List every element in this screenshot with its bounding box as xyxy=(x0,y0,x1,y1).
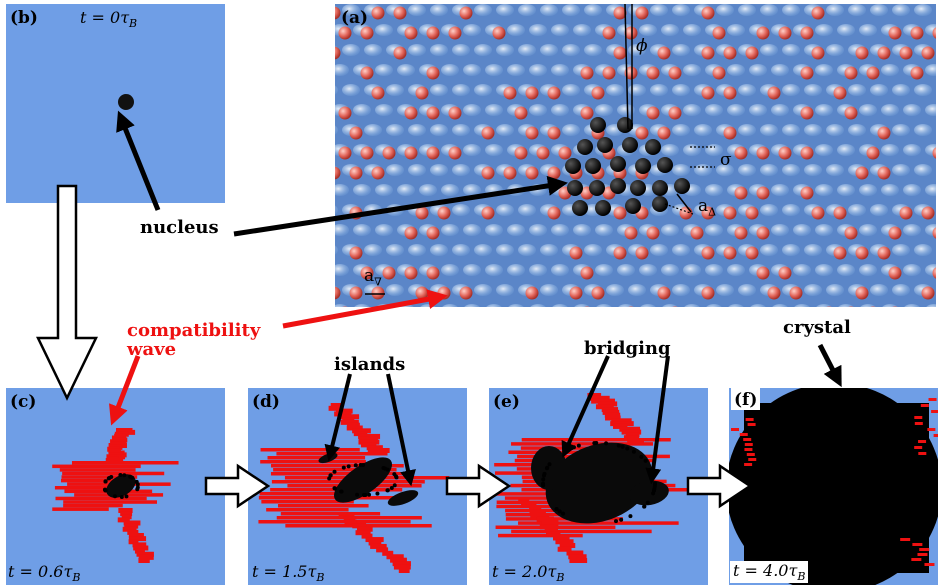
panel-a xyxy=(335,4,936,307)
transition-arrow-c-d xyxy=(204,463,271,509)
crystal-arrow xyxy=(817,343,842,388)
crystal-label: crystal xyxy=(783,317,851,338)
panel-d-label: (d) xyxy=(252,392,280,412)
panel-e-label: (e) xyxy=(493,392,520,412)
panel-e xyxy=(489,388,708,585)
islands-arrow-2 xyxy=(386,373,416,487)
a-delta-symbol: aΔ xyxy=(698,196,717,219)
panel-b-time: t = 0τB xyxy=(80,8,138,31)
panel-f xyxy=(729,388,938,585)
transition-arrow-b-c xyxy=(36,184,98,401)
nucleus-label: nucleus xyxy=(140,217,219,238)
compat-arrow-a xyxy=(282,289,448,329)
nucleus-arrow-b xyxy=(116,110,161,211)
panel-a-label: (a) xyxy=(341,8,369,28)
panel-c-time: t = 0.6τB xyxy=(8,562,81,585)
panel-c xyxy=(6,388,225,585)
sigma-symbol: σ xyxy=(720,150,732,170)
islands-arrow-1 xyxy=(324,373,352,462)
panel-c-label: (c) xyxy=(10,392,37,412)
bridging-arrow-2 xyxy=(645,355,670,485)
lattice-image xyxy=(335,4,936,307)
transition-arrow-d-e xyxy=(445,463,512,509)
nucleus-blob xyxy=(118,94,134,110)
panel-d-time: t = 1.5τB xyxy=(252,562,325,585)
panel-e-time: t = 2.0τB xyxy=(492,562,565,585)
panel-b xyxy=(6,4,225,203)
nucleus-arrow-a xyxy=(233,175,568,237)
compatibility-wave-label: compatibility wave xyxy=(127,320,261,360)
panel-b-label: (b) xyxy=(10,8,38,28)
a-v-symbol: a∇ xyxy=(364,266,382,289)
compat-arrow-c xyxy=(109,355,141,426)
panel-f-time: t = 4.0τB xyxy=(730,561,809,584)
islands-label: islands xyxy=(334,354,406,375)
transition-arrow-e-f xyxy=(686,463,753,509)
bridging-arrow-1 xyxy=(561,355,610,458)
bridging-label: bridging xyxy=(584,338,671,359)
panel-f-label: (f) xyxy=(731,388,761,410)
phi-symbol: ϕ xyxy=(636,36,648,56)
